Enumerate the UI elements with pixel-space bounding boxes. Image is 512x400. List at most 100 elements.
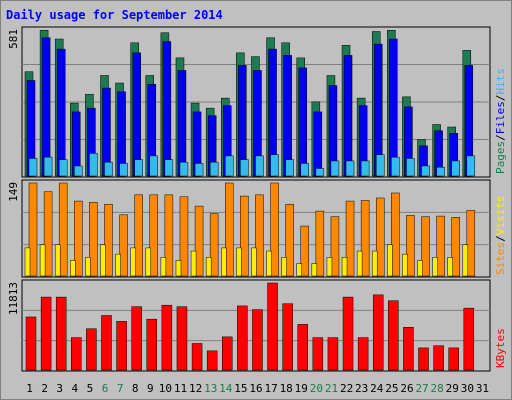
kbytes-bar xyxy=(86,328,97,371)
files-bar xyxy=(389,38,398,177)
sites-bar xyxy=(58,182,68,277)
files-bar xyxy=(298,67,307,177)
files-bar xyxy=(238,65,247,177)
hits-bar xyxy=(119,163,128,177)
visits-bar xyxy=(190,250,197,277)
sites-bar xyxy=(406,215,415,277)
x-tick-label: 16 xyxy=(249,382,262,395)
hits-bar xyxy=(74,165,83,177)
sites-bar xyxy=(391,192,400,277)
x-tick-label: 15 xyxy=(234,382,247,395)
x-tick-label: 3 xyxy=(56,382,63,395)
kbytes-bar xyxy=(101,315,112,371)
sites-bar xyxy=(345,200,355,277)
files-bar xyxy=(132,52,141,177)
sites-bar xyxy=(149,194,159,277)
visits-bar xyxy=(54,244,61,277)
legend-entry: Pages xyxy=(494,141,507,174)
visits-bar xyxy=(417,260,423,277)
hits-bar xyxy=(315,168,325,177)
visits-bar xyxy=(130,247,136,277)
files-bar xyxy=(343,55,353,177)
visits-bar xyxy=(447,257,453,277)
sites-bar xyxy=(194,205,204,277)
kbytes-bar xyxy=(433,345,444,371)
legend-entry: KBytes xyxy=(494,328,507,368)
x-tick-label: 13 xyxy=(204,382,217,395)
sites-bar xyxy=(134,194,143,277)
x-tick-label: 28 xyxy=(431,382,444,395)
visits-bar xyxy=(402,253,408,277)
hits-bar xyxy=(104,161,113,177)
x-tick-label: 12 xyxy=(189,382,202,395)
sites-bar xyxy=(375,197,385,277)
hits-bar xyxy=(345,160,355,177)
sites-bar xyxy=(315,210,325,277)
x-tick-label: 10 xyxy=(159,382,172,395)
axis-max-label: 11813 xyxy=(7,282,20,315)
sites-bar xyxy=(104,203,113,277)
x-tick-label: 11 xyxy=(174,382,187,395)
hits-bar xyxy=(149,155,159,177)
hits-bar xyxy=(255,155,264,177)
visits-bar xyxy=(371,250,378,277)
visits-bar xyxy=(251,247,257,277)
hits-bar xyxy=(285,159,294,177)
visits-bar xyxy=(341,257,348,277)
hits-bar xyxy=(466,155,476,177)
x-tick-label: 31 xyxy=(476,382,489,395)
hits-bar xyxy=(134,159,143,177)
sites-bar xyxy=(285,203,294,277)
kbytes-bar xyxy=(357,337,369,371)
kbytes-bar xyxy=(327,337,339,371)
kbytes-bar xyxy=(297,324,308,371)
x-tick-label: 1 xyxy=(26,382,33,395)
kbytes-bar xyxy=(161,304,173,371)
hits-bar xyxy=(164,159,174,177)
series-legend: Sites/Visits xyxy=(494,196,507,276)
visits-bar xyxy=(115,253,121,277)
x-tick-label: 8 xyxy=(132,382,139,395)
x-tick-label: 9 xyxy=(147,382,154,395)
kbytes-bar xyxy=(71,337,82,371)
hits-bar xyxy=(240,159,249,177)
x-tick-label: 26 xyxy=(400,382,413,395)
sites-bar xyxy=(164,194,174,277)
kbytes-bar xyxy=(222,336,233,371)
visits-bar xyxy=(462,244,469,277)
legend-entry: Hits xyxy=(494,68,507,95)
files-bar xyxy=(283,55,292,177)
x-tick-label: 27 xyxy=(415,382,428,395)
kbytes-bar xyxy=(55,296,67,371)
x-tick-label: 30 xyxy=(461,382,474,395)
legend-entry: Visits xyxy=(494,196,507,236)
axis-max-label: 581 xyxy=(7,29,20,49)
x-tick-label: 7 xyxy=(117,382,124,395)
hits-bar xyxy=(58,159,68,177)
kbytes-bar xyxy=(146,318,158,371)
x-tick-label: 17 xyxy=(264,382,277,395)
kbytes-bar xyxy=(40,296,52,371)
kbytes-bar xyxy=(342,296,354,371)
kbytes-bar xyxy=(267,282,278,371)
visits-bar xyxy=(387,244,393,277)
legend-entry: Files xyxy=(494,101,507,134)
kbytes-bar xyxy=(282,303,293,371)
visits-bar xyxy=(281,257,287,277)
files-bar xyxy=(313,111,323,177)
visits-bar xyxy=(205,257,212,277)
kbytes-bar xyxy=(176,306,188,371)
sites-bar xyxy=(421,216,430,277)
hits-bar xyxy=(375,154,385,177)
x-tick-label: 29 xyxy=(446,382,459,395)
x-tick-label: 24 xyxy=(370,382,384,395)
visits-bar xyxy=(175,260,182,277)
series-legend: KBytes xyxy=(494,328,507,368)
files-bar xyxy=(162,41,172,177)
hits-bar xyxy=(360,160,370,177)
visits-bar xyxy=(221,247,227,277)
sites-bar xyxy=(300,225,309,277)
hits-bar xyxy=(300,163,309,177)
hits-bar xyxy=(436,166,445,177)
